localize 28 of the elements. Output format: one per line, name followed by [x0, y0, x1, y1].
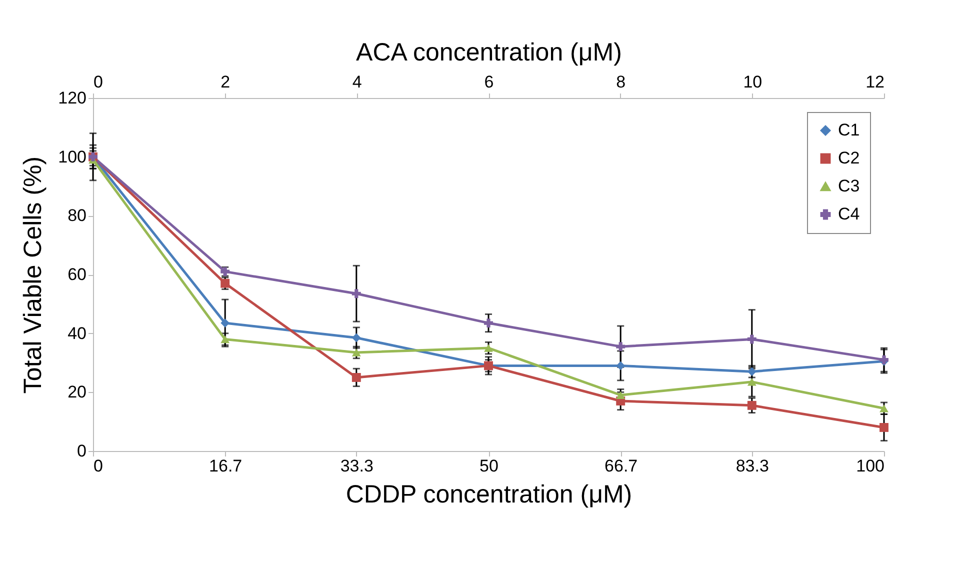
- x2-tick-label: 4: [352, 72, 362, 92]
- x-axis-title: CDDP concentration (μM): [346, 480, 632, 508]
- y-tick-label: 60: [68, 265, 86, 284]
- y-tick-label: 100: [58, 147, 86, 166]
- y-tick-label: 120: [58, 88, 86, 108]
- x2-axis-title: ACA concentration (μM): [356, 38, 622, 66]
- y-tick-label: 0: [77, 442, 86, 460]
- x-tick-label: 16.7: [209, 456, 242, 476]
- x-tick-label: 33.3: [340, 456, 374, 476]
- x-tick-label: 66.7: [604, 456, 638, 476]
- y-tick-label: 80: [68, 206, 86, 226]
- x2-tick-label: 10: [743, 72, 762, 92]
- x2-tick-label: 8: [616, 72, 626, 92]
- x-tick-label: 50: [480, 456, 498, 476]
- legend-label: C3: [838, 176, 860, 196]
- x-tick-label: 100: [856, 456, 884, 476]
- legend-label: C4: [838, 204, 860, 224]
- x-tick-label: 0: [94, 456, 103, 476]
- x2-tick-label: 12: [866, 72, 884, 92]
- x-tick-label: 83.3: [736, 456, 769, 476]
- y-tick-label: 20: [68, 382, 86, 402]
- legend-label: C2: [838, 148, 860, 168]
- legend-label: C1: [838, 120, 860, 140]
- x2-tick-label: 6: [484, 72, 494, 92]
- y-axis-title: Total Viable Cells (%): [19, 156, 48, 394]
- x2-tick-label: 2: [220, 72, 230, 92]
- x2-tick-label: 0: [94, 72, 103, 92]
- y-tick-label: 40: [68, 324, 86, 343]
